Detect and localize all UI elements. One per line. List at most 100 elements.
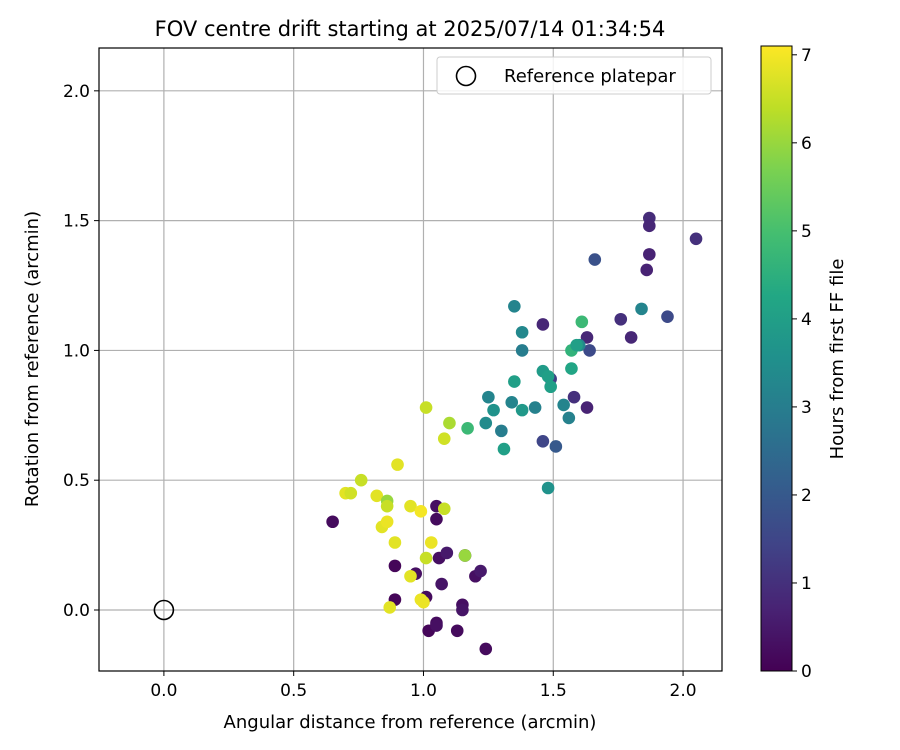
y-tick-label: 1.5 <box>63 212 90 232</box>
data-point <box>456 603 469 617</box>
data-point <box>562 411 576 425</box>
colorbar-tick-label: 1 <box>801 574 812 594</box>
data-point <box>495 424 508 438</box>
legend-box <box>436 56 712 95</box>
data-point <box>565 362 578 375</box>
data-point <box>570 338 583 352</box>
data-point <box>479 642 493 656</box>
colorbar-tick-label: 3 <box>801 398 812 418</box>
data-point <box>635 302 648 316</box>
data-point <box>544 380 557 394</box>
data-point <box>541 481 555 495</box>
data-point <box>440 546 454 560</box>
data-point <box>640 263 654 277</box>
x-tick-label: 0.0 <box>150 681 177 701</box>
x-tick-label: 2.0 <box>670 681 697 701</box>
data-point <box>528 401 542 414</box>
data-point <box>380 515 394 529</box>
reference-point <box>153 599 175 621</box>
colorbar-ticks: 0 1 2 3 4 5 6 7 <box>792 46 812 682</box>
data-point <box>437 502 451 516</box>
x-axis-label: Angular distance from reference (arcmin) <box>224 712 597 733</box>
y-axis-ticks: 0.0 0.5 1.0 1.5 2.0 <box>63 82 99 621</box>
data-point <box>461 421 474 435</box>
data-point <box>354 473 368 487</box>
scatter-points <box>326 211 703 656</box>
data-point <box>575 315 589 329</box>
data-point <box>437 432 451 445</box>
y-tick-label: 1.0 <box>63 341 90 361</box>
data-point <box>443 416 456 430</box>
y-tick-label: 2.0 <box>63 82 90 102</box>
legend-label: Reference platepar <box>504 66 676 87</box>
data-point <box>487 403 500 417</box>
colorbar-tick-label: 0 <box>801 662 812 682</box>
colorbar-tick-label: 6 <box>801 134 812 154</box>
reference-marker <box>153 599 175 621</box>
data-point <box>424 536 438 549</box>
x-tick-label: 0.5 <box>280 681 307 701</box>
data-point <box>515 403 529 417</box>
data-point <box>588 253 602 266</box>
colorbar <box>760 45 793 672</box>
data-point <box>614 312 628 326</box>
data-point <box>326 515 339 529</box>
colorbar-label: Hours from first FF file <box>827 259 848 460</box>
data-point <box>497 442 511 456</box>
colorbar-tick-label: 5 <box>801 222 812 242</box>
data-point <box>536 434 550 448</box>
data-point <box>404 499 417 513</box>
data-point <box>391 458 404 471</box>
data-point <box>508 299 521 313</box>
data-point <box>624 331 638 344</box>
data-point <box>344 486 358 500</box>
data-point <box>430 619 443 632</box>
data-point <box>580 331 594 344</box>
data-point <box>458 549 472 562</box>
data-point <box>508 375 521 388</box>
y-tick-label: 0.5 <box>63 471 90 491</box>
data-point <box>383 601 397 614</box>
x-tick-label: 1.0 <box>410 681 437 701</box>
y-tick-label: 0.0 <box>63 601 90 621</box>
data-point <box>388 536 402 549</box>
data-point <box>417 595 430 609</box>
data-point <box>661 310 674 323</box>
data-point <box>515 344 529 357</box>
data-point <box>435 577 448 591</box>
data-point <box>370 489 384 503</box>
chart-title: FOV centre drift starting at 2025/07/14 … <box>155 17 666 41</box>
data-point <box>536 318 550 331</box>
legend: Reference platepar <box>436 56 712 95</box>
data-point <box>479 416 493 430</box>
data-point <box>689 232 703 246</box>
data-point <box>541 370 555 383</box>
data-point <box>414 505 428 518</box>
data-point <box>567 390 581 404</box>
data-point <box>474 564 487 578</box>
data-point <box>380 499 394 513</box>
y-axis-label: Rotation from reference (arcmin) <box>22 211 43 507</box>
data-point <box>482 390 495 404</box>
data-point <box>549 440 563 453</box>
data-point <box>505 396 519 409</box>
x-tick-label: 1.5 <box>540 681 567 701</box>
legend-marker-icon <box>455 65 477 87</box>
data-point <box>404 569 417 583</box>
data-point <box>643 219 656 233</box>
data-point <box>388 559 402 573</box>
data-point <box>580 401 594 414</box>
x-axis-ticks: 0.0 0.5 1.0 1.5 2.0 <box>150 671 697 701</box>
colorbar-tick-label: 2 <box>801 486 812 506</box>
data-point <box>557 398 570 412</box>
data-point <box>515 325 529 339</box>
colorbar-tick-label: 4 <box>801 310 812 330</box>
data-point <box>450 624 464 638</box>
data-point <box>643 248 656 261</box>
data-point <box>583 344 596 357</box>
data-point <box>419 401 433 414</box>
colorbar-tick-label: 7 <box>801 46 812 66</box>
plot-frame <box>98 47 723 672</box>
data-point <box>430 512 443 526</box>
